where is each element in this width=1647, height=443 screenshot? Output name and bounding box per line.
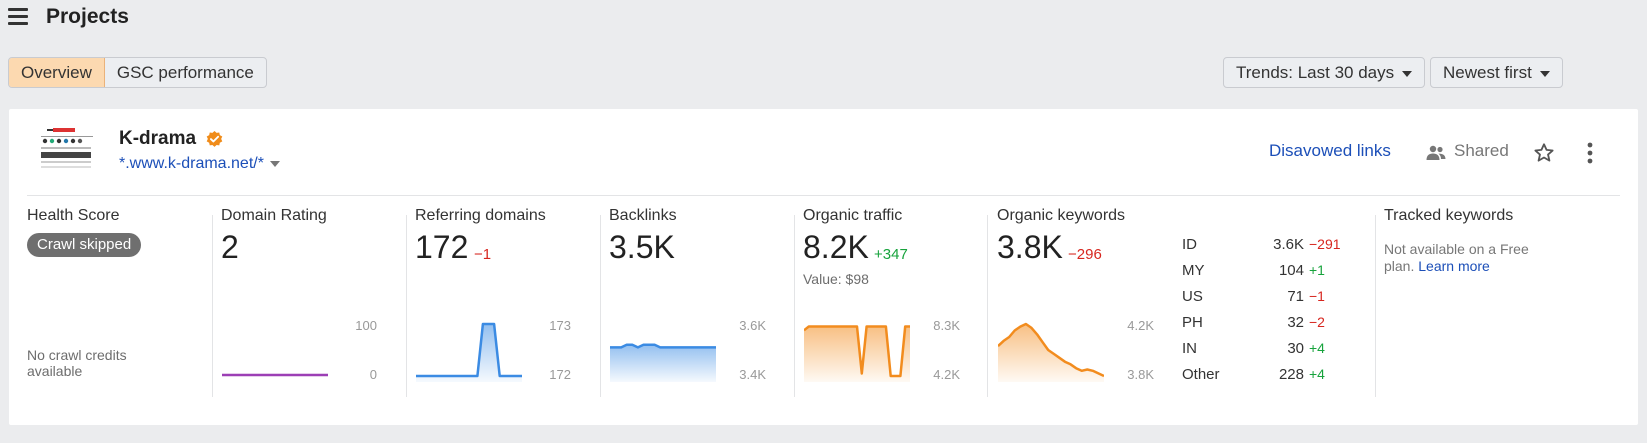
column-divider: [406, 215, 407, 397]
country-delta: −2: [1309, 314, 1325, 330]
country-delta: +1: [1309, 262, 1325, 278]
axis-max: 100: [355, 318, 377, 333]
organic-traffic-delta: +347: [874, 246, 908, 263]
trends-dropdown-label: Trends: Last 30 days: [1236, 63, 1395, 82]
organic-traffic-line: [804, 325, 910, 378]
referring-domains-line: [416, 322, 522, 378]
country-delta: −291: [1309, 236, 1341, 252]
country-delta: +4: [1309, 340, 1325, 356]
country-code: US: [1182, 288, 1203, 305]
organic-traffic-value[interactable]: 8.2K: [803, 229, 869, 265]
axis-max: 3.6K: [739, 318, 766, 333]
trends-dropdown[interactable]: Trends: Last 30 days: [1223, 57, 1426, 88]
organic-keywords-label[interactable]: Organic keywords: [997, 207, 1126, 224]
traffic-value: Value: $98: [803, 271, 869, 287]
country-delta: −1: [1309, 288, 1325, 304]
domain-rating-label[interactable]: Domain Rating: [221, 207, 327, 224]
tracked-keywords-note: Not available on a Free plan. Learn more: [1384, 241, 1554, 275]
country-value: 228: [1278, 366, 1304, 383]
chevron-down-icon: [269, 160, 280, 167]
axis-min: 172: [549, 367, 571, 382]
project-url-dropdown[interactable]: *.www.k-drama.net/*: [119, 155, 280, 173]
country-code: MY: [1182, 262, 1205, 279]
country-row[interactable]: MY 104 +1: [1182, 262, 1382, 282]
verified-icon: [206, 130, 223, 147]
backlinks-label[interactable]: Backlinks: [609, 207, 677, 224]
axis-min: 0: [369, 367, 377, 382]
project-card: K-drama *.www.k-drama.net/* Disavowed li…: [9, 109, 1638, 425]
card-divider: [27, 195, 1620, 196]
disavowed-links-link[interactable]: Disavowed links: [1269, 141, 1391, 160]
country-delta: +4: [1309, 366, 1325, 382]
menu-icon[interactable]: [8, 8, 28, 26]
top-bar: Projects: [0, 0, 1647, 36]
column-divider: [987, 215, 988, 397]
organic-keywords-delta: −296: [1068, 246, 1102, 263]
backlinks-sparkline: [610, 343, 716, 382]
crawl-status-badge: Crawl skipped: [27, 233, 142, 257]
health-score-label[interactable]: Health Score: [27, 207, 120, 224]
country-value: 71: [1287, 288, 1304, 305]
axis-min: 3.8K: [1127, 367, 1154, 382]
referring-domains-delta: −1: [474, 246, 492, 263]
learn-more-link[interactable]: Learn more: [1418, 258, 1490, 274]
star-icon[interactable]: [1533, 142, 1555, 164]
country-row[interactable]: IN 30 +4: [1182, 340, 1382, 360]
country-code: Other: [1182, 366, 1220, 383]
referring-domains-area: [416, 324, 522, 382]
view-tabs: Overview GSC performance: [8, 57, 267, 88]
organic-traffic-sparkline: [804, 325, 910, 382]
organic-keywords-line: [998, 322, 1104, 378]
domain-rating-sparkline: [222, 373, 328, 377]
organic-traffic-label[interactable]: Organic traffic: [803, 207, 903, 224]
project-url: *.www.k-drama.net/*: [119, 155, 264, 172]
site-thumbnail[interactable]: [35, 126, 95, 174]
backlinks-area: [610, 344, 716, 382]
tab-overview[interactable]: Overview: [9, 58, 105, 87]
referring-domains-label[interactable]: Referring domains: [415, 207, 546, 224]
country-value: 32: [1287, 314, 1304, 331]
crawl-credits-note: No crawl credits available: [27, 347, 127, 379]
country-row[interactable]: Other 228 +4: [1182, 366, 1382, 386]
column-divider: [212, 215, 213, 397]
country-value: 30: [1287, 340, 1304, 357]
referring-domains-value[interactable]: 172: [415, 229, 469, 265]
backlinks-line: [610, 343, 716, 349]
country-code: IN: [1182, 340, 1197, 357]
backlinks-value[interactable]: 3.5K: [609, 229, 675, 265]
organic-traffic-area: [804, 326, 910, 382]
users-icon: [1426, 145, 1446, 160]
country-value: 104: [1278, 262, 1304, 279]
axis-min: 3.4K: [739, 367, 766, 382]
tracked-keywords-note-text: Not available on a Free plan.: [1384, 241, 1529, 274]
organic-keywords-value[interactable]: 3.8K: [997, 229, 1063, 265]
country-row[interactable]: PH 32 −2: [1182, 314, 1382, 334]
country-row[interactable]: US 71 −1: [1182, 288, 1382, 308]
more-vertical-icon[interactable]: [1587, 142, 1593, 164]
project-name[interactable]: K-drama: [119, 128, 197, 149]
country-code: PH: [1182, 314, 1203, 331]
tracked-keywords-label: Tracked keywords: [1384, 207, 1514, 224]
shared-button[interactable]: Shared: [1454, 141, 1509, 160]
domain-rating-value[interactable]: 2: [221, 229, 239, 265]
column-divider: [600, 215, 601, 397]
sort-dropdown-label: Newest first: [1443, 63, 1532, 82]
tab-gsc-performance[interactable]: GSC performance: [116, 63, 254, 82]
column-divider: [1375, 215, 1376, 397]
chevron-down-icon: [1539, 70, 1550, 77]
country-code: ID: [1182, 236, 1197, 253]
sort-dropdown[interactable]: Newest first: [1430, 57, 1563, 88]
column-divider: [794, 215, 795, 397]
axis-max: 4.2K: [1127, 318, 1154, 333]
chevron-down-icon: [1402, 70, 1413, 77]
axis-max: 173: [549, 318, 571, 333]
country-row[interactable]: ID 3.6K −291: [1182, 236, 1382, 256]
page-title: Projects: [46, 5, 129, 28]
organic-keywords-sparkline: [998, 322, 1104, 382]
referring-domains-sparkline: [416, 322, 522, 382]
country-value: 3.6K: [1273, 236, 1304, 253]
axis-max: 8.3K: [933, 318, 960, 333]
axis-min: 4.2K: [933, 367, 960, 382]
